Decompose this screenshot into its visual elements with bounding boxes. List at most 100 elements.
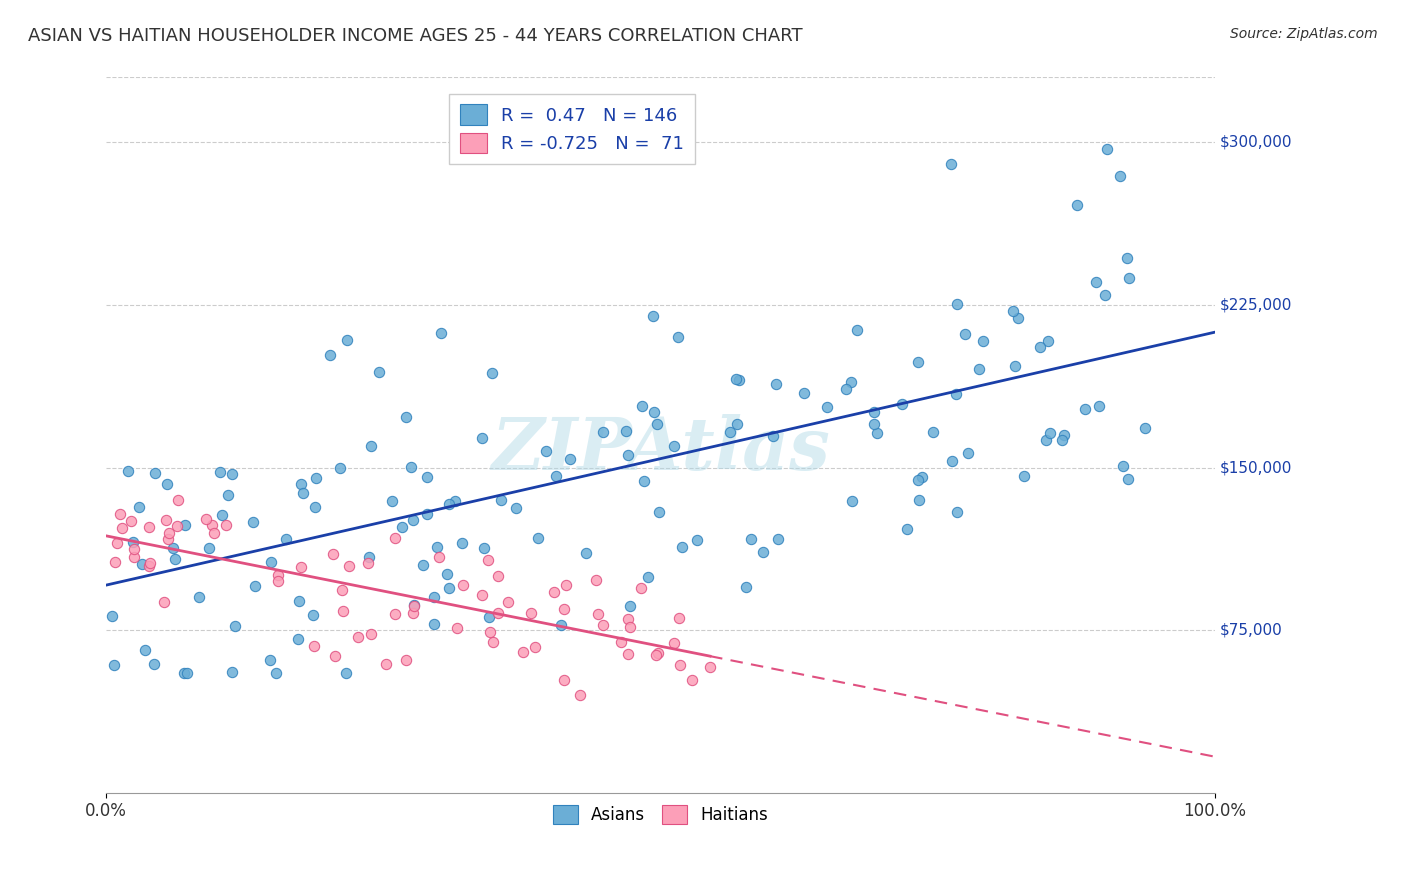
Haitians [477,553,499,567]
Asians [288,594,311,608]
Asians [430,326,453,340]
Haitians [453,578,475,592]
Haitians [138,558,160,573]
Asians [287,632,309,646]
Asians [412,558,434,573]
Asians [401,459,423,474]
Haitians [427,550,450,565]
Asians [437,497,460,511]
Asians [662,439,685,453]
Asians [437,581,460,595]
Asians [1116,473,1139,487]
Haitians [384,531,406,545]
Asians [1094,288,1116,302]
Asians [546,151,568,165]
Asians [336,334,359,348]
Asians [907,474,929,488]
Asians [550,618,572,632]
Asians [103,657,125,672]
Legend: Asians, Haitians: Asians, Haitians [543,795,778,834]
Asians [666,330,689,344]
Asians [671,540,693,554]
Asians [527,531,550,545]
Asians [1084,275,1107,289]
Haitians [553,602,575,616]
Asians [956,446,979,460]
Asians [1135,421,1157,435]
Asians [173,517,195,532]
Text: $75,000: $75,000 [1220,623,1282,638]
Asians [1066,198,1088,212]
Text: $300,000: $300,000 [1220,135,1292,150]
Asians [143,466,166,480]
Asians [1038,334,1060,348]
Text: ZIPAtlas: ZIPAtlas [491,414,830,485]
Asians [162,541,184,556]
Asians [718,425,741,439]
Asians [1001,304,1024,318]
Haitians [267,574,290,588]
Asians [478,610,501,624]
Haitians [610,635,633,649]
Haitians [104,555,127,569]
Haitians [105,535,128,549]
Asians [953,327,976,342]
Asians [908,492,931,507]
Asians [648,505,671,519]
Asians [156,477,179,491]
Asians [1088,399,1111,413]
Haitians [111,521,134,535]
Asians [128,500,150,515]
Asians [766,532,789,546]
Haitians [404,599,426,613]
Asians [274,533,297,547]
Asians [142,657,165,671]
Asians [471,431,494,445]
Asians [972,334,994,348]
Asians [224,619,246,633]
Haitians [156,533,179,547]
Asians [846,323,869,337]
Asians [395,410,418,425]
Asians [735,580,758,594]
Haitians [586,607,609,621]
Asians [945,387,967,401]
Haitians [122,542,145,557]
Haitians [486,569,509,583]
Haitians [290,559,312,574]
Asians [472,541,495,555]
Asians [305,471,328,485]
Haitians [302,639,325,653]
Asians [436,567,458,582]
Asians [630,399,652,413]
Asians [946,296,969,310]
Asians [1035,434,1057,448]
Asians [1118,271,1140,285]
Haitians [138,556,160,570]
Haitians [337,558,360,573]
Haitians [124,549,146,564]
Asians [489,492,512,507]
Asians [575,546,598,560]
Asians [291,485,314,500]
Asians [416,470,439,484]
Haitians [471,588,494,602]
Haitians [619,620,641,634]
Asians [1050,434,1073,448]
Asians [890,397,912,411]
Asians [896,522,918,536]
Asians [415,507,437,521]
Asians [866,426,889,441]
Asians [259,555,281,569]
Haitians [167,493,190,508]
Asians [329,460,352,475]
Asians [117,464,139,478]
Asians [939,156,962,170]
Asians [301,607,323,622]
Asians [131,557,153,571]
Asians [423,616,446,631]
Haitians [520,607,543,621]
Haitians [357,556,380,570]
Asians [134,643,156,657]
Asians [357,549,380,564]
